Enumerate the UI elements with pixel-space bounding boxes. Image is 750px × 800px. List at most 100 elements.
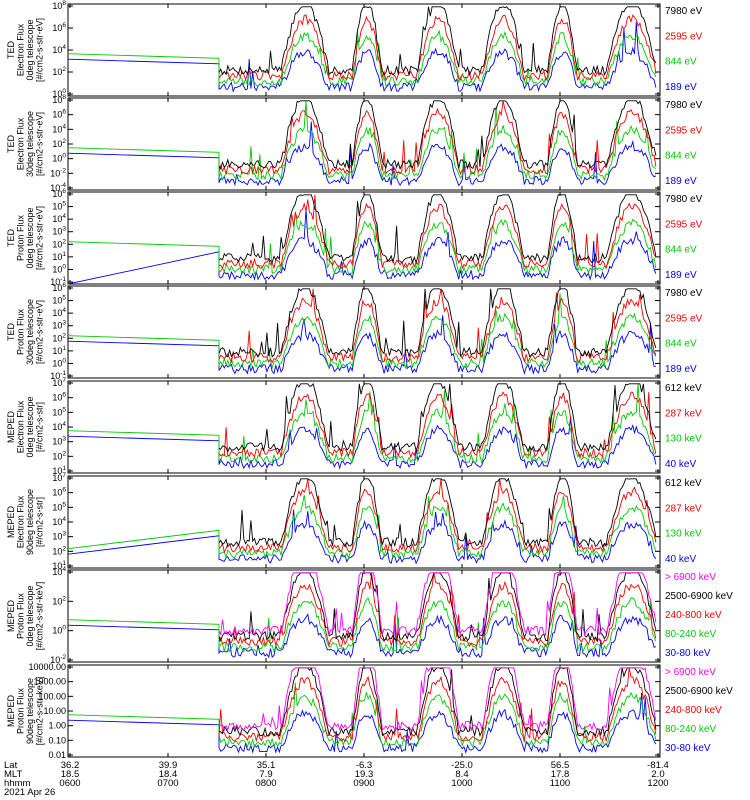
traces bbox=[68, 194, 657, 284]
y-tick-label: 101 bbox=[52, 560, 66, 571]
series-2595-ev bbox=[218, 100, 657, 176]
legend-844-ev: 844 eV bbox=[665, 151, 697, 162]
x-mlt-label: 7.9 bbox=[259, 769, 272, 780]
legend-287-kev: 287 keV bbox=[665, 408, 702, 419]
y-axis-label: MEPEDElectron Flux90deg telescope[#/cm2-… bbox=[6, 489, 45, 555]
series-844-ev bbox=[68, 293, 657, 370]
y-tick-label: 103 bbox=[52, 320, 66, 331]
legend: 7980 eV 2595 eV 844 eV 189 eV bbox=[665, 194, 703, 281]
legend-2595-ev: 2595 eV bbox=[665, 31, 703, 42]
legend-189-ev: 189 eV bbox=[665, 82, 697, 93]
x-mlt-label: 19.3 bbox=[355, 769, 374, 780]
hhmm-row-label: hhmm bbox=[4, 778, 30, 789]
y-tick-label: 102 bbox=[52, 138, 66, 149]
legend: 7980 eV 2595 eV 844 eV 189 eV bbox=[665, 288, 703, 375]
series-7980-ev bbox=[218, 287, 657, 359]
series-189-ev bbox=[68, 315, 656, 376]
x-lat-label: 36.2 bbox=[61, 760, 80, 771]
traces bbox=[68, 6, 657, 93]
y-tick-label: 101 bbox=[52, 251, 66, 262]
legend-2595-ev: 2595 eV bbox=[665, 313, 703, 324]
y-tick-label: 102 bbox=[52, 238, 66, 249]
series-612-kev bbox=[218, 477, 657, 549]
legend-2595-ev: 2595 eV bbox=[665, 219, 703, 230]
series-80-240-kev bbox=[68, 597, 657, 654]
panel-6: 101 102 103 104 105 106 107 MEPEDElectron Flux9… bbox=[6, 472, 702, 571]
legend-844-ev: 844 eV bbox=[665, 57, 697, 68]
x-hhmm-label: 1100 bbox=[550, 778, 570, 789]
legend-40-kev: 40 keV bbox=[665, 459, 696, 470]
x-mlt-label: 2.0 bbox=[651, 769, 664, 780]
x-lat-label: 35.1 bbox=[257, 760, 276, 771]
y-tick-label: 104 bbox=[52, 566, 66, 577]
panel-8: 0.01 0.10 1.00 10.00 100.00 1000.00 10000.00 ME… bbox=[6, 662, 733, 760]
x-hhmm-label: 0700 bbox=[157, 778, 178, 789]
legend-612-kev: 612 keV bbox=[665, 478, 702, 489]
series-240-800-kev bbox=[218, 572, 657, 648]
panel-7: 10-2 100 102 104 MEPEDProton Flux0deg telesc… bbox=[6, 566, 733, 665]
legend-7980-ev: 7980 eV bbox=[665, 194, 703, 205]
y-tick-label: 1000.00 bbox=[33, 677, 66, 687]
y-tick-label: 0.01 bbox=[48, 750, 66, 760]
traces bbox=[68, 382, 657, 470]
x-lat-label: -25.0 bbox=[451, 760, 473, 771]
y-axis-label: MEPEDElectron Flux0deg telescope[#/cm2-s… bbox=[6, 396, 45, 457]
y-tick-label: 103 bbox=[52, 531, 66, 542]
y-tick-label: 10-1 bbox=[50, 276, 66, 287]
legend-6900-kev: > 6900 keV bbox=[665, 572, 716, 583]
legend-40-kev: 40 keV bbox=[665, 554, 696, 565]
y-tick-label: 104 bbox=[52, 123, 66, 134]
lat-row-label: Lat bbox=[4, 760, 18, 771]
panel-2: 10-4 10-2 100 102 104 106 108 TEDElectron Flux3… bbox=[6, 94, 703, 193]
y-axis-label: TEDElectron Flux0deg telescope[#/cm2-s-s… bbox=[6, 18, 45, 82]
y-tick-label: 102 bbox=[52, 450, 66, 461]
traces bbox=[68, 287, 657, 376]
y-tick-label: 10.00 bbox=[43, 706, 66, 716]
y-tick-label: 1.00 bbox=[48, 721, 66, 731]
legend-6900-kev: > 6900 keV bbox=[665, 667, 716, 678]
legend-844-ev: 844 eV bbox=[665, 339, 697, 350]
y-tick-label: 104 bbox=[52, 307, 66, 318]
x-mlt-label: 18.4 bbox=[159, 769, 178, 780]
traces bbox=[68, 100, 657, 187]
series-189-ev bbox=[68, 209, 657, 284]
legend-240-800-kev: 240-800 keV bbox=[665, 705, 722, 716]
panel-5: 101 102 103 104 105 106 107 MEPEDElectron Flux0… bbox=[6, 377, 702, 476]
y-tick-label: 10-1 bbox=[50, 370, 66, 381]
y-tick-label: 100 bbox=[52, 357, 66, 368]
series-7980-ev bbox=[218, 6, 657, 77]
legend-130-kev: 130 keV bbox=[665, 529, 702, 540]
legend-189-ev: 189 eV bbox=[665, 176, 697, 187]
y-tick-label: 106 bbox=[52, 487, 66, 498]
series-40-kev bbox=[68, 416, 657, 470]
y-tick-label: 102 bbox=[52, 545, 66, 556]
legend-30-80-kev: 30-80 keV bbox=[665, 743, 711, 754]
y-tick-label: 100.00 bbox=[38, 691, 66, 701]
y-tick-label: 102 bbox=[52, 595, 66, 606]
y-tick-label: 105 bbox=[52, 406, 66, 417]
y-tick-label: 104 bbox=[52, 213, 66, 224]
y-tick-label: 106 bbox=[52, 392, 66, 403]
series-6900-kev bbox=[218, 572, 657, 637]
y-tick-label: 105 bbox=[52, 201, 66, 212]
x-lat-label: 56.5 bbox=[551, 760, 570, 771]
legend-287-kev: 287 keV bbox=[665, 503, 702, 514]
legend-2500-6900-kev: 2500-6900 keV bbox=[665, 686, 733, 697]
legend: 612 keV 287 keV 130 keV 40 keV bbox=[665, 478, 702, 565]
y-tick-label: 106 bbox=[52, 109, 66, 120]
y-tick-label: 100 bbox=[52, 153, 66, 164]
series-844-ev bbox=[68, 211, 657, 276]
y-tick-label: 101 bbox=[52, 465, 66, 476]
x-mlt-label: 17.8 bbox=[551, 769, 570, 780]
x-mlt-label: 8.4 bbox=[455, 769, 468, 780]
legend-7980-ev: 7980 eV bbox=[665, 288, 703, 299]
y-tick-label: 101 bbox=[52, 345, 66, 356]
y-tick-label: 106 bbox=[52, 188, 66, 199]
panel-1: 100 102 104 106 108 TEDElectron Flux0deg tele… bbox=[6, 0, 703, 99]
legend: > 6900 keV 2500-6900 keV 240-800 keV 80-240… bbox=[665, 572, 733, 659]
legend-30-80-kev: 30-80 keV bbox=[665, 648, 711, 659]
series-130-kev bbox=[68, 495, 657, 560]
